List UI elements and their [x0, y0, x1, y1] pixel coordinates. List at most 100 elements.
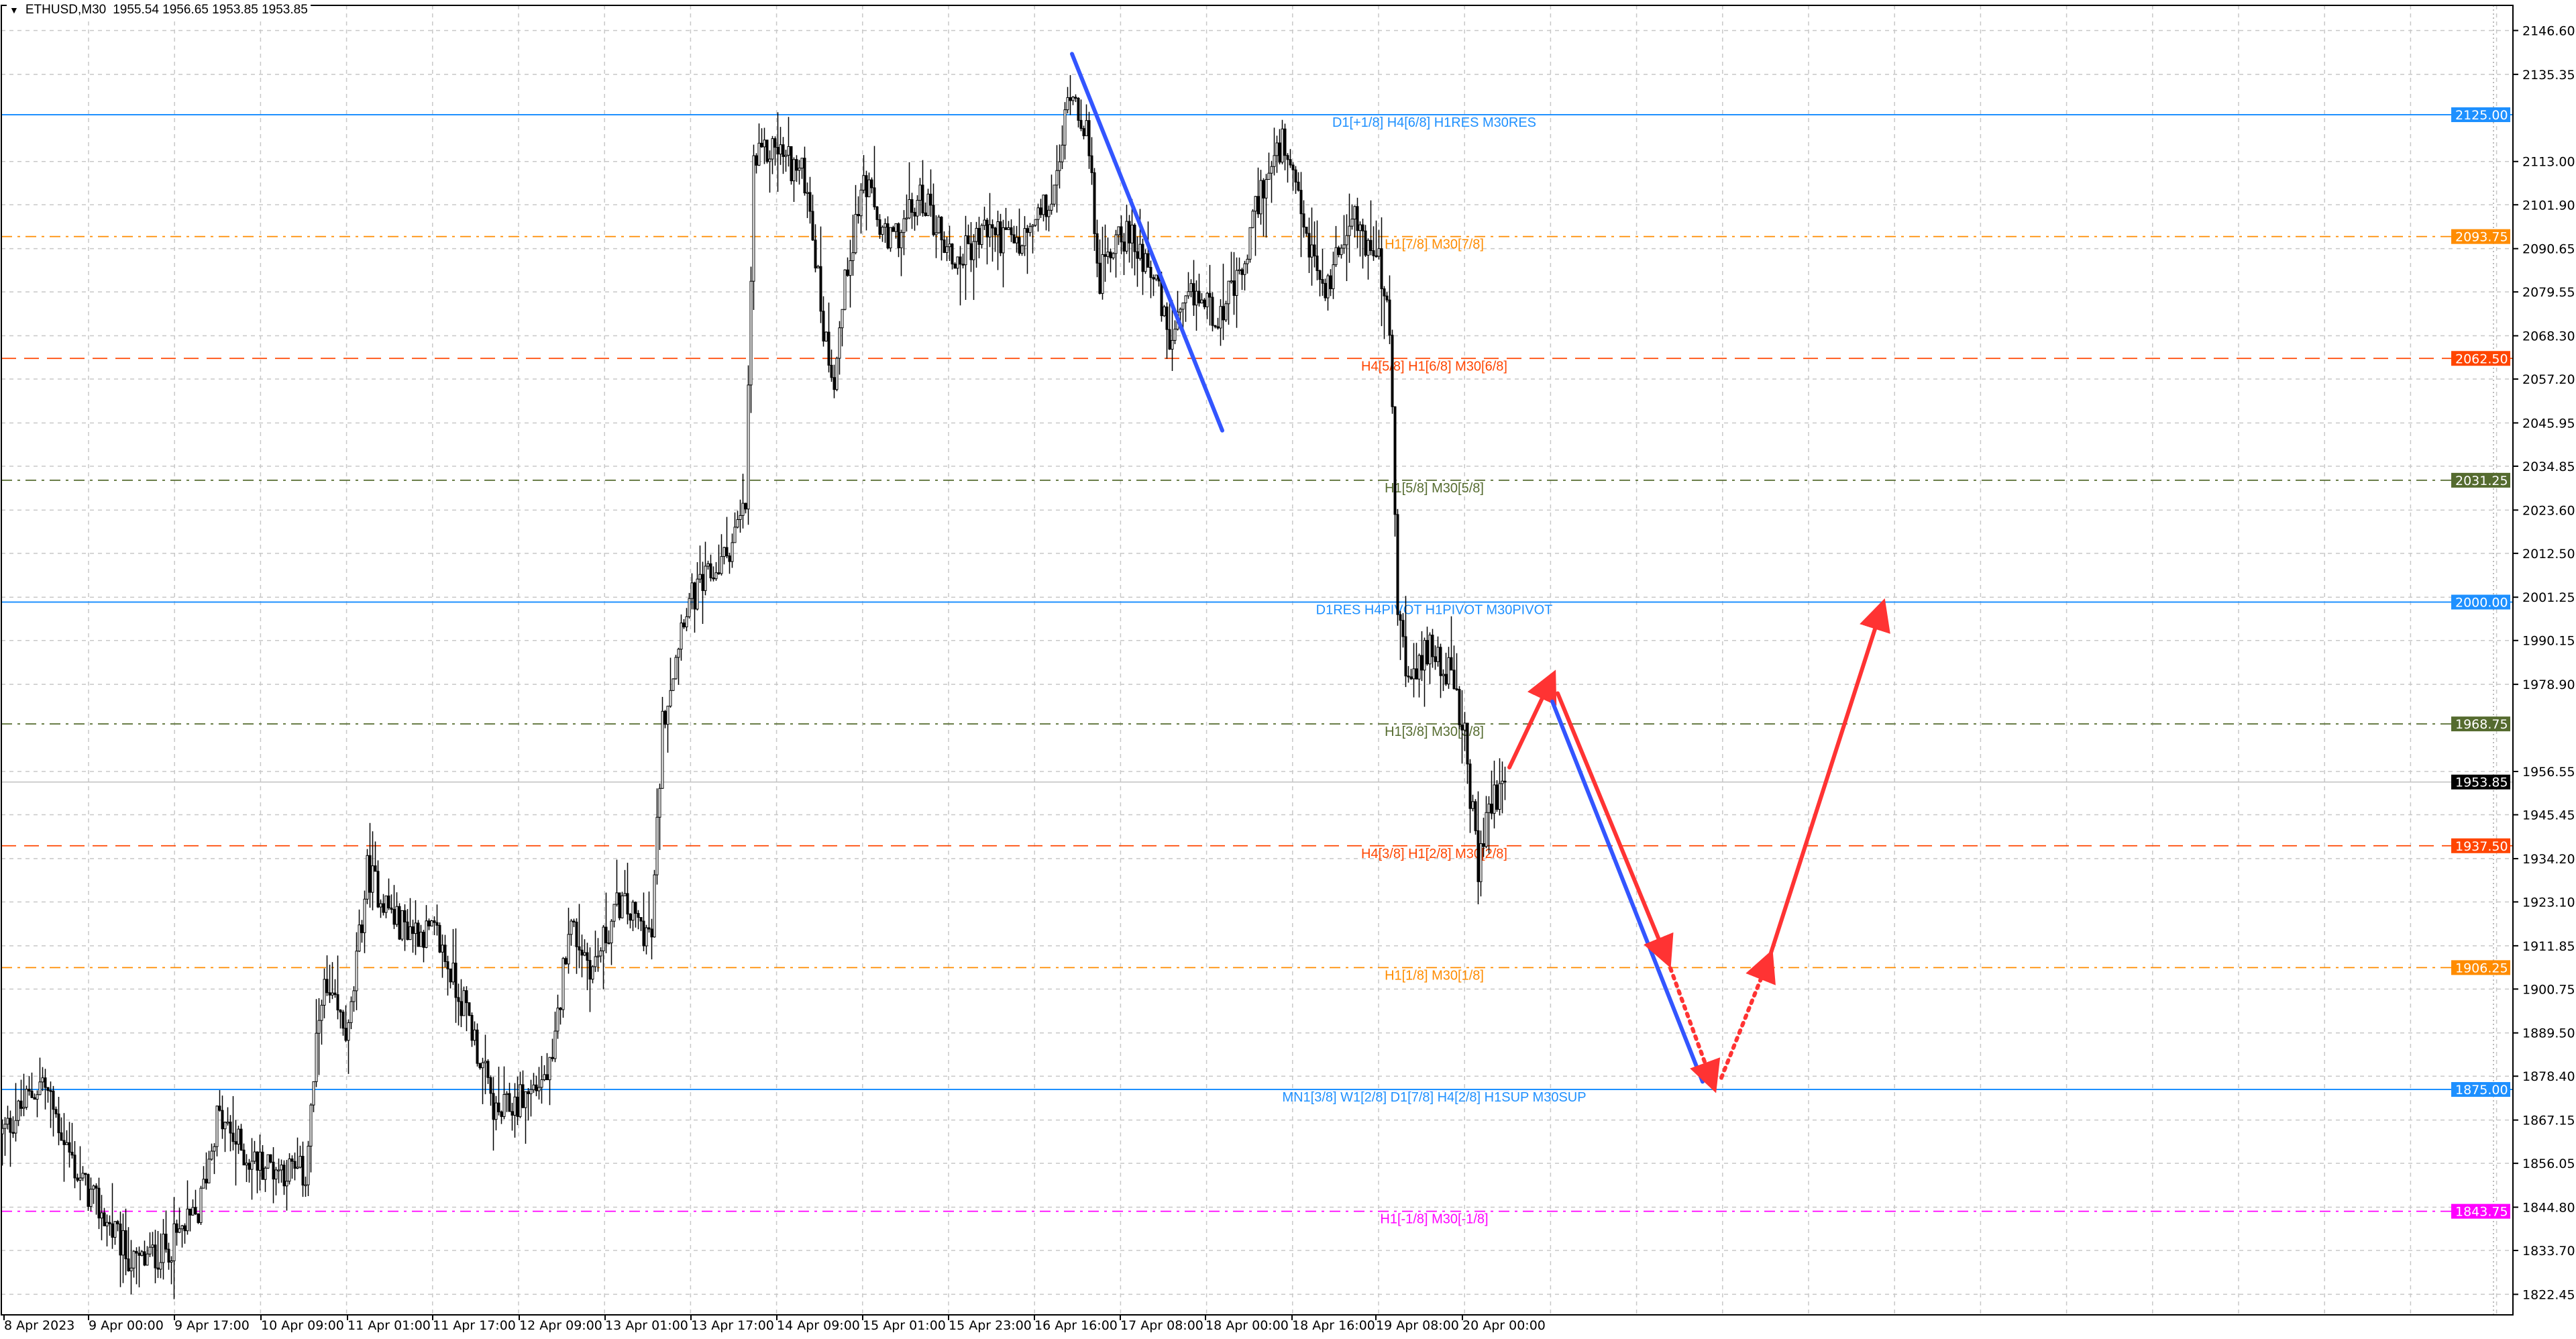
candle	[666, 706, 669, 725]
candle	[28, 1089, 31, 1091]
candle	[323, 979, 326, 1006]
candle	[945, 246, 949, 253]
candle	[1160, 280, 1163, 317]
candle	[194, 1207, 197, 1215]
candle	[647, 927, 651, 930]
candle	[462, 990, 466, 1016]
candle	[1036, 207, 1040, 220]
candle	[81, 1173, 85, 1179]
chart-header: ▼ ETHUSD,M30 1955.54 1956.65 1953.85 195…	[7, 3, 311, 17]
candle	[344, 1028, 347, 1041]
candle	[953, 264, 957, 269]
candle	[95, 1185, 98, 1189]
candle	[835, 358, 839, 390]
candle	[543, 1074, 546, 1080]
candle	[773, 138, 777, 148]
candle	[765, 140, 769, 162]
candle	[379, 903, 382, 908]
forecast-arrow[interactable]	[1556, 691, 1674, 969]
candle	[934, 232, 938, 235]
triangle-down-icon[interactable]: ▼	[9, 5, 19, 15]
candle	[556, 1008, 559, 1032]
level-label: D1RES H4PIVOT H1PIVOT M30PIVOT	[1316, 603, 1553, 618]
level-label: H1[-1/8] M30[-1/8]	[1380, 1212, 1488, 1227]
drawings[interactable]	[1070, 52, 1890, 1093]
candle	[897, 223, 900, 248]
candle	[1138, 244, 1142, 259]
forecast-arrow[interactable]	[1719, 949, 1776, 1080]
y-tick-label: 1945.45	[2522, 808, 2575, 823]
candle	[1262, 180, 1265, 199]
candle	[883, 223, 887, 228]
y-tick-label: 1900.75	[2522, 982, 2575, 997]
candle	[862, 175, 865, 191]
candle	[650, 928, 653, 938]
candle	[1195, 290, 1198, 306]
candle	[167, 1248, 170, 1263]
candle	[1235, 270, 1238, 297]
candle	[513, 1096, 517, 1116]
candle	[996, 221, 1000, 235]
candle	[1254, 196, 1257, 212]
candle	[602, 926, 605, 951]
candle	[1087, 120, 1091, 156]
price-tag-label: 1843.75	[2455, 1205, 2508, 1220]
candle	[376, 871, 380, 908]
y-tick-label: 2034.85	[2522, 460, 2575, 474]
candle	[135, 1250, 138, 1254]
y-tick-label: 2079.55	[2522, 285, 2575, 300]
candle	[688, 598, 691, 617]
candle	[680, 623, 683, 650]
candle	[248, 1163, 251, 1170]
candle	[443, 945, 447, 963]
candle	[655, 816, 659, 875]
candle	[1477, 830, 1480, 882]
candle	[366, 855, 369, 900]
candle	[1227, 280, 1230, 305]
candle	[1012, 234, 1016, 244]
candle	[951, 244, 954, 265]
candle	[985, 219, 989, 237]
candle	[92, 1185, 95, 1190]
candle	[672, 678, 675, 691]
candle	[1050, 203, 1053, 211]
candle	[468, 1002, 471, 1016]
candle	[1168, 329, 1171, 350]
candle	[1482, 843, 1485, 847]
trendline[interactable]	[1550, 699, 1705, 1084]
candle	[46, 1087, 50, 1091]
candle	[1498, 783, 1501, 810]
candle	[296, 1167, 299, 1169]
candle	[1010, 227, 1013, 235]
candle	[494, 1102, 498, 1120]
candle	[1120, 226, 1123, 243]
trendline[interactable]	[1070, 52, 1224, 433]
forecast-arrow[interactable]	[1507, 670, 1557, 769]
level-label: H1[7/8] M30[7/8]	[1385, 237, 1484, 252]
y-tick-label: 1844.80	[2522, 1201, 2575, 1216]
price-tag	[2451, 716, 2510, 732]
candle	[1203, 299, 1206, 307]
candle	[441, 945, 444, 953]
candle	[199, 1187, 203, 1223]
candle	[60, 1132, 63, 1141]
candle	[1307, 233, 1311, 258]
candle	[336, 994, 339, 1011]
candle	[969, 243, 973, 260]
forecast-arrow[interactable]	[1666, 959, 1721, 1093]
candle	[36, 1094, 39, 1100]
forecast-arrow[interactable]	[1768, 598, 1890, 959]
candle	[892, 227, 895, 232]
candle	[1197, 290, 1201, 304]
candle	[1098, 262, 1102, 294]
candle	[553, 1030, 557, 1059]
candle	[390, 907, 393, 910]
candle	[629, 914, 632, 921]
candle	[811, 211, 814, 241]
candle	[1192, 283, 1195, 306]
y-tick-label: 2001.25	[2522, 590, 2575, 605]
candle	[612, 904, 616, 922]
candle	[610, 920, 613, 944]
candle	[9, 1118, 12, 1133]
